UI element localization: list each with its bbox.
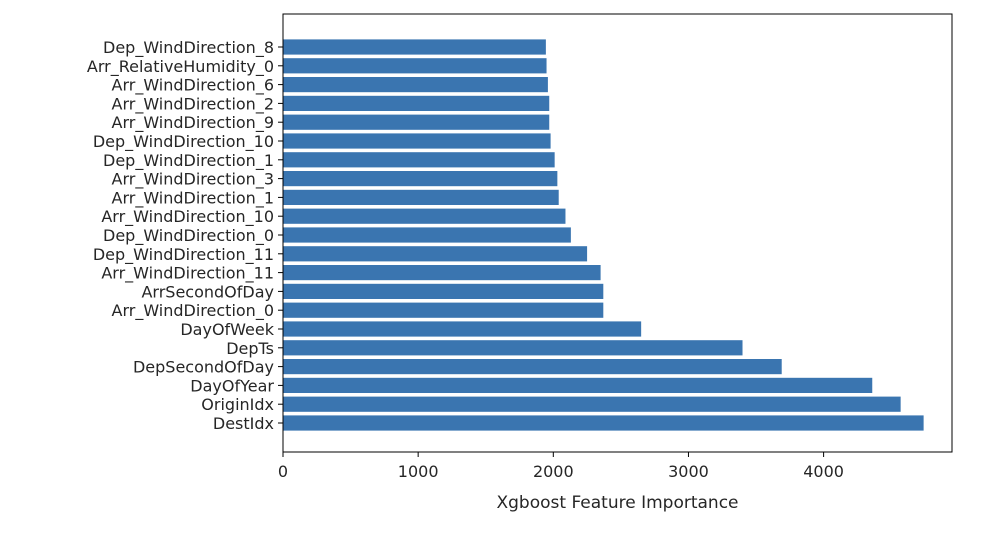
bars-group xyxy=(283,39,924,431)
y-tick-label: DayOfYear xyxy=(190,376,274,395)
y-tick-label: Dep_WindDirection_10 xyxy=(93,132,274,152)
y-tick-label: Arr_WindDirection_6 xyxy=(112,76,275,96)
bar xyxy=(283,321,642,337)
x-tick-label: 0 xyxy=(278,462,288,481)
y-tick-label: Arr_WindDirection_2 xyxy=(112,94,275,114)
y-tick-label: DepSecondOfDay xyxy=(133,358,274,377)
y-tick-label: Arr_WindDirection_1 xyxy=(112,188,275,208)
x-tick-label: 3000 xyxy=(668,462,709,481)
y-tick-label: Arr_WindDirection_0 xyxy=(112,301,275,321)
bar xyxy=(283,39,546,55)
x-tick-label: 2000 xyxy=(533,462,574,481)
y-tick-label: DestIdx xyxy=(213,414,274,433)
x-tick-label: 4000 xyxy=(803,462,844,481)
y-tick-label: Arr_WindDirection_3 xyxy=(112,170,275,190)
x-tick-label: 1000 xyxy=(398,462,439,481)
bar xyxy=(283,396,901,412)
y-tick-label: Dep_WindDirection_11 xyxy=(93,245,274,265)
bar xyxy=(283,283,604,299)
y-tick-label: DayOfWeek xyxy=(180,320,274,339)
y-tick-label: OriginIdx xyxy=(201,395,274,414)
bar xyxy=(283,208,566,224)
y-tick-label: Dep_WindDirection_1 xyxy=(103,151,274,171)
plot-frame xyxy=(282,13,953,453)
bar xyxy=(283,340,743,356)
bar xyxy=(283,377,873,393)
bar xyxy=(283,58,547,74)
bar xyxy=(283,77,548,93)
bar xyxy=(283,265,601,281)
bar xyxy=(283,246,588,262)
bar xyxy=(283,114,550,130)
bar xyxy=(283,171,558,187)
y-axis-ticks: DestIdxOriginIdxDayOfYearDepSecondOfDayD… xyxy=(87,38,283,433)
bar xyxy=(283,189,559,205)
y-tick-label: Arr_RelativeHumidity_0 xyxy=(87,57,274,77)
bar xyxy=(283,133,551,149)
y-tick-label: Arr_WindDirection_10 xyxy=(101,207,274,227)
y-tick-label: Arr_WindDirection_11 xyxy=(101,264,274,284)
bar xyxy=(283,302,604,318)
bar xyxy=(283,95,550,111)
y-tick-label: Arr_WindDirection_9 xyxy=(112,113,275,133)
x-axis-label: Xgboost Feature Importance xyxy=(496,493,738,513)
bar xyxy=(283,152,555,168)
bar xyxy=(283,415,924,431)
bar xyxy=(283,359,782,375)
y-tick-label: ArrSecondOfDay xyxy=(141,282,274,301)
y-tick-label: DepTs xyxy=(226,339,274,358)
x-axis-ticks: 0 1000 2000 3000 4000 xyxy=(278,452,844,481)
y-tick-label: Dep_WindDirection_8 xyxy=(103,38,274,58)
bar xyxy=(283,227,571,243)
y-tick-label: Dep_WindDirection_0 xyxy=(103,226,274,246)
